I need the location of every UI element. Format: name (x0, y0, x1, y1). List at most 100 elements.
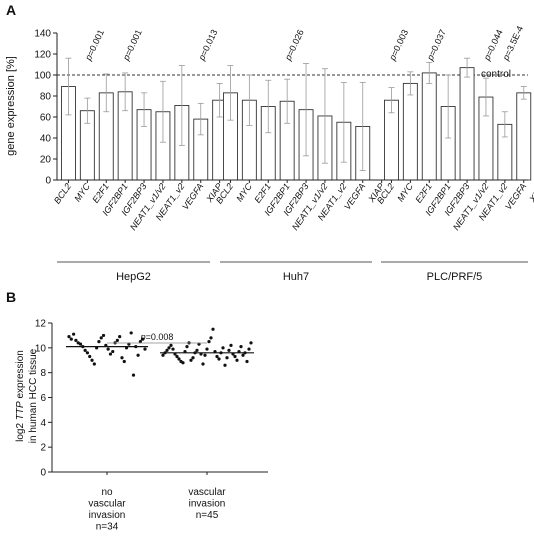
x-tick-label: BCL2 (52, 181, 73, 205)
bar (459, 67, 475, 181)
x-category-label: n=34 (96, 522, 119, 533)
data-point (90, 358, 94, 362)
y-tick-label: 6 (40, 393, 46, 404)
group-label: Huh7 (283, 271, 309, 283)
data-point (118, 335, 122, 339)
p-value-label: p=0.026 (282, 28, 305, 63)
p-value-label: p=0.001 (120, 28, 143, 63)
data-point (69, 337, 73, 341)
x-tick-label: MYC (234, 181, 254, 204)
group-labels: HepG2 Huh7 PLC/PRF/5 (57, 261, 528, 283)
data-point (85, 351, 90, 355)
data-point (111, 349, 115, 354)
data-point (227, 348, 231, 352)
data-point (217, 357, 221, 361)
data-point (78, 342, 83, 346)
y-tick-label: 12 (35, 319, 47, 330)
bars: p=0.001 p=0.001 p=0.013 p=0.026 p=0.003 p=0.0… (61, 24, 532, 181)
y-tick-label: 100 (34, 71, 51, 82)
y-tick-label: 20 (40, 155, 52, 166)
data-point (106, 347, 110, 351)
x-tick-label: MYC (72, 181, 92, 204)
data-point (97, 340, 101, 344)
data-point (177, 357, 181, 361)
y-axis-label: log2 TTP expression (15, 350, 26, 442)
data-point (74, 338, 78, 342)
bar-chart: p=0.001 p=0.001 p=0.013 p=0.026 p=0.003 p=0.0… (5, 24, 534, 283)
data-point (201, 362, 205, 366)
bar (421, 72, 437, 181)
data-point (138, 340, 142, 344)
data-point (245, 359, 249, 364)
data-point (233, 354, 237, 359)
data-point (209, 336, 213, 340)
data-point (141, 337, 145, 341)
bar (402, 82, 418, 181)
axes: 0 20 40 60 80 100 120 140 (34, 29, 528, 187)
data-point (175, 354, 179, 359)
data-point (195, 348, 199, 352)
y-tick-label: 0 (45, 176, 51, 187)
data-point (83, 348, 87, 352)
data-point (67, 335, 71, 339)
data-point (92, 362, 96, 366)
x-category-label: invasion (89, 510, 126, 521)
x-category-label: vascular (188, 487, 226, 498)
data-point (203, 353, 207, 357)
y-tick-label: 8 (40, 368, 46, 379)
y-axis-label: gene expression [%] (5, 56, 17, 156)
x-category-label: vascular (88, 499, 126, 510)
x-tick-labels: BCL2 MYCE2F1IGF2BP1IGF2BP3NEAT1_v1/v2NEAT… (52, 181, 534, 232)
data-point (207, 340, 211, 344)
scatter-chart: 0 2 4 6 8 10 12 p=0.008 log2 TTP expression in… (15, 319, 268, 533)
y-tick-label: 60 (40, 113, 52, 124)
data-point (181, 361, 185, 365)
p-value-label: p=3.5E-4 (500, 24, 525, 62)
x-category-label: invasion (189, 499, 226, 510)
x-category-labels: novascularinvasionn=34vascularinvasionn=… (88, 487, 226, 533)
panel-b-label: B (6, 289, 16, 305)
data-point (108, 352, 113, 356)
data-point (189, 358, 193, 362)
data-point (129, 331, 133, 335)
data-point (239, 344, 243, 349)
data-point (136, 353, 140, 357)
x-category-label: no (101, 487, 113, 498)
group-label: PLC/PRF/5 (427, 271, 483, 283)
x-tick-label: XIAP (527, 181, 534, 204)
data-point (171, 347, 175, 351)
bar (516, 92, 532, 181)
data-point (229, 343, 233, 347)
data-point (161, 353, 165, 357)
p-value-label: p=0.013 (196, 28, 219, 63)
data-point (72, 332, 76, 336)
data-point (249, 341, 253, 345)
y-tick-label: 120 (34, 50, 51, 61)
data-point (215, 354, 219, 359)
p-value-label: p=0.003 (387, 28, 410, 63)
y-tick-label: 2 (40, 443, 46, 454)
data-point (88, 354, 92, 359)
data-point (115, 338, 119, 342)
data-point (169, 343, 173, 347)
y-tick-label: 10 (35, 343, 47, 354)
y-tick-label: 80 (40, 92, 52, 103)
y-tick-label: 140 (34, 29, 51, 40)
data-point (235, 358, 239, 362)
data-point (247, 347, 251, 351)
axes: 0 2 4 6 8 10 12 (35, 319, 268, 479)
y-axis-label-line2: in human HCC tissue (28, 348, 39, 443)
data-point (191, 356, 195, 360)
data-point (99, 336, 103, 340)
data-point (211, 327, 215, 331)
data-point (120, 356, 124, 360)
y-tick-label: 40 (40, 134, 52, 145)
data-point (221, 346, 225, 350)
data-point (101, 333, 106, 338)
p-value-label: p=0.001 (83, 28, 106, 63)
p-value-label: p=0.008 (140, 332, 174, 342)
control-label: control (481, 69, 511, 80)
data-point (205, 347, 209, 351)
data-point (131, 373, 136, 377)
